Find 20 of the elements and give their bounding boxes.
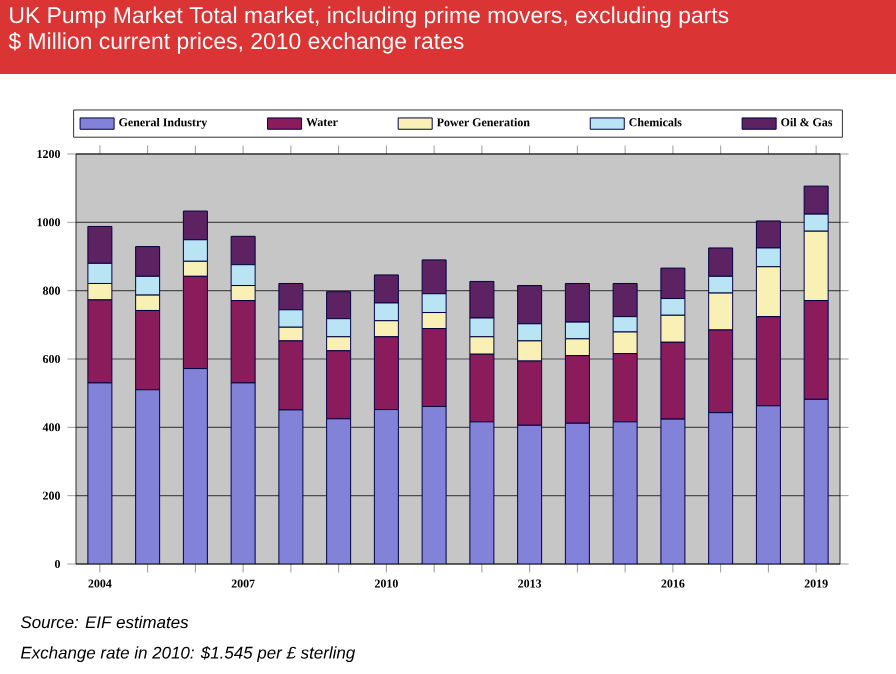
bar: [564, 422, 590, 564]
source-note: Source: EIF estimates: [20, 615, 189, 629]
bar: [230, 382, 256, 564]
bar: [373, 409, 399, 564]
bar: [517, 424, 543, 564]
bar: [182, 368, 208, 564]
bar: [708, 412, 734, 564]
bar: [421, 405, 447, 564]
bar: [755, 405, 781, 564]
bar: [803, 398, 829, 564]
bar: [278, 409, 304, 564]
text: Exchange rate in 2010: $1.545 per £ sterling: [20, 645, 356, 663]
bar: [135, 389, 161, 564]
chart-title: UK Pump Market Total market, including prime movers, excluding parts: [10, 6, 729, 28]
bar: [612, 421, 638, 564]
bar: [469, 421, 495, 564]
chart-subtitle: $ Million current prices, 2010 exchange rates: [8, 31, 464, 54]
bar: [87, 382, 113, 564]
bar: [326, 418, 352, 564]
bar: [660, 418, 686, 564]
